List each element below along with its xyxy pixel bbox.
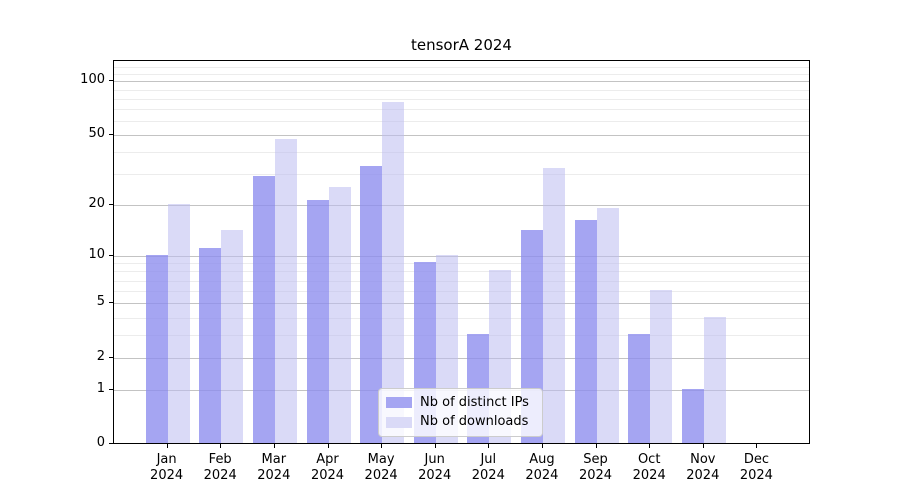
- bar-ips-oct: [628, 334, 651, 443]
- y-tick-mark: [109, 443, 113, 444]
- chart-title: tensorA 2024: [411, 36, 512, 54]
- x-tick-label: Oct 2024: [632, 452, 666, 483]
- x-tick-mark: [756, 444, 758, 448]
- x-tick-mark: [595, 444, 597, 448]
- x-tick-mark: [434, 444, 436, 448]
- x-tick-label: Aug 2024: [525, 452, 559, 483]
- gridline-minor: [114, 67, 809, 69]
- x-tick-mark: [541, 444, 543, 448]
- y-tick-label: 0: [96, 435, 105, 450]
- gridline-minor: [114, 152, 809, 154]
- gridline-major: [114, 303, 809, 305]
- bar-ips-jan: [145, 254, 168, 443]
- x-tick-mark: [220, 444, 222, 448]
- gridline-minor: [114, 74, 809, 75]
- plot-area: [113, 60, 810, 444]
- y-tick-label: 10: [88, 246, 105, 262]
- gridline-major: [114, 81, 809, 83]
- x-tick-label: Mar 2024: [257, 452, 291, 483]
- x-tick-label: Dec 2024: [739, 452, 773, 483]
- x-tick-mark: [327, 444, 329, 448]
- x-tick-label: Jul 2024: [471, 452, 505, 483]
- y-tick-mark: [109, 80, 113, 82]
- x-tick-mark: [702, 444, 704, 448]
- legend-swatch-distinct-ips: [386, 397, 412, 409]
- y-tick-label: 100: [80, 72, 105, 88]
- gridline-major: [114, 357, 809, 359]
- bar-downloads-jan: [167, 203, 190, 443]
- gridline-minor: [114, 317, 809, 319]
- bar-downloads-nov: [703, 316, 726, 443]
- x-tick-label: Feb 2024: [203, 452, 237, 483]
- legend-label-downloads: Nb of downloads: [420, 414, 529, 430]
- y-tick-label: 20: [88, 195, 105, 211]
- y-tick-label: 1: [96, 380, 105, 396]
- legend-entry-distinct-ips: Nb of distinct IPs: [386, 393, 534, 412]
- x-tick-label: May 2024: [364, 452, 398, 483]
- y-tick-label: 50: [88, 126, 105, 142]
- bar-ips-may: [360, 166, 383, 443]
- legend-swatch-downloads: [386, 416, 412, 428]
- y-tick-label: 2: [96, 348, 105, 364]
- y-tick-mark: [109, 254, 113, 256]
- bar-downloads-sep: [596, 207, 619, 443]
- y-tick-mark: [109, 203, 113, 205]
- gridline-minor: [114, 335, 809, 337]
- y-tick-label: 5: [96, 294, 105, 310]
- bar-ips-feb: [199, 247, 222, 443]
- x-tick-label: Jan 2024: [150, 452, 184, 483]
- y-tick-mark: [109, 302, 113, 304]
- gridline-minor: [114, 121, 809, 122]
- gridline-minor: [114, 263, 809, 265]
- bar-downloads-apr: [328, 187, 351, 443]
- x-tick-mark: [273, 444, 275, 448]
- bar-downloads-mar: [274, 138, 297, 443]
- bar-ips-apr: [306, 200, 329, 443]
- x-tick-label: Nov 2024: [686, 452, 720, 483]
- bar-downloads-may: [382, 101, 405, 443]
- x-tick-mark: [381, 444, 383, 448]
- x-tick-label: Jun 2024: [418, 452, 452, 483]
- legend-entry-downloads: Nb of downloads: [386, 413, 534, 432]
- gridline-minor: [114, 271, 809, 273]
- legend: Nb of distinct IPs Nb of downloads: [378, 388, 543, 437]
- x-tick-label: Sep 2024: [578, 452, 613, 483]
- gridline-minor: [114, 98, 809, 100]
- bar-downloads-feb: [221, 230, 244, 443]
- y-tick-mark: [109, 356, 113, 358]
- bar-ips-nov: [681, 388, 704, 443]
- legend-label-distinct-ips: Nb of distinct IPs: [420, 394, 529, 410]
- y-tick-mark: [109, 134, 113, 136]
- gridline-minor: [114, 280, 809, 282]
- y-tick-mark: [109, 388, 113, 390]
- x-tick-label: Apr 2024: [310, 452, 345, 483]
- gridline-minor: [114, 291, 809, 293]
- gridline-minor: [114, 89, 809, 91]
- x-tick-mark: [488, 444, 490, 448]
- bar-ips-sep: [574, 220, 597, 443]
- gridline-major: [114, 135, 809, 137]
- bar-ips-mar: [252, 175, 275, 443]
- bar-downloads-aug: [542, 168, 565, 443]
- gridline-major: [114, 204, 809, 206]
- gridline-minor: [114, 109, 809, 111]
- bar-downloads-oct: [650, 290, 673, 443]
- gridline-major: [114, 255, 809, 257]
- x-tick-mark: [649, 444, 651, 448]
- x-tick-mark: [166, 444, 168, 448]
- gridline-minor: [114, 174, 809, 176]
